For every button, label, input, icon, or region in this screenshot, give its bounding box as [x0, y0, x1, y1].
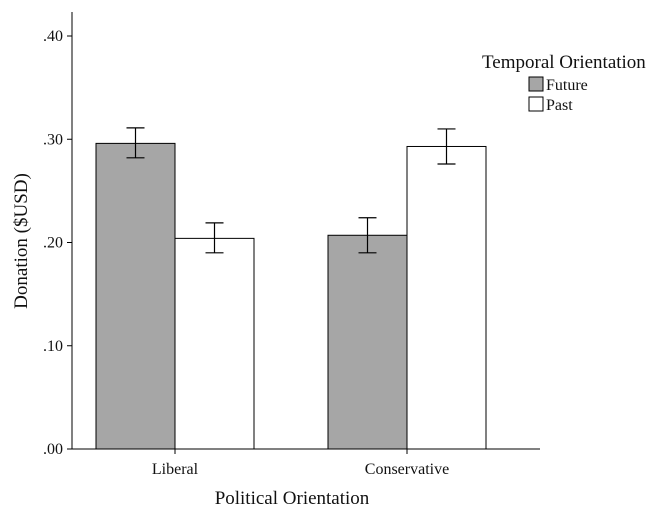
y-tick-label: .20	[43, 235, 63, 252]
bar-past-conservative	[406, 145, 487, 450]
plot-area	[95, 127, 487, 450]
legend-title: Temporal Orientation	[482, 52, 646, 73]
y-tick-label: .00	[43, 441, 63, 458]
y-tick-label: .10	[43, 338, 63, 355]
y-tick-label: .40	[43, 28, 63, 45]
legend-label-past: Past	[546, 97, 573, 114]
legend-label-future: Future	[546, 77, 588, 94]
x-axis-categories: Liberal Conservative	[152, 449, 449, 478]
legend: Temporal Orientation Future Past	[482, 52, 646, 114]
y-axis-title: Donation ($USD)	[11, 173, 32, 309]
x-category-label: Liberal	[152, 461, 199, 478]
x-category-label: Conservative	[365, 461, 449, 478]
y-tick-label: .30	[43, 131, 63, 148]
bar-future-liberal	[95, 142, 176, 450]
legend-items: Future Past	[528, 76, 588, 114]
legend-swatch-past	[528, 96, 544, 112]
y-axis-ticks: .00 .10 .20 .30 .40	[43, 28, 72, 458]
bar-future-conservative	[327, 234, 408, 450]
legend-swatch-future	[528, 76, 544, 92]
x-axis-title: Political Orientation	[215, 488, 370, 508]
bar-past-liberal	[174, 237, 255, 450]
